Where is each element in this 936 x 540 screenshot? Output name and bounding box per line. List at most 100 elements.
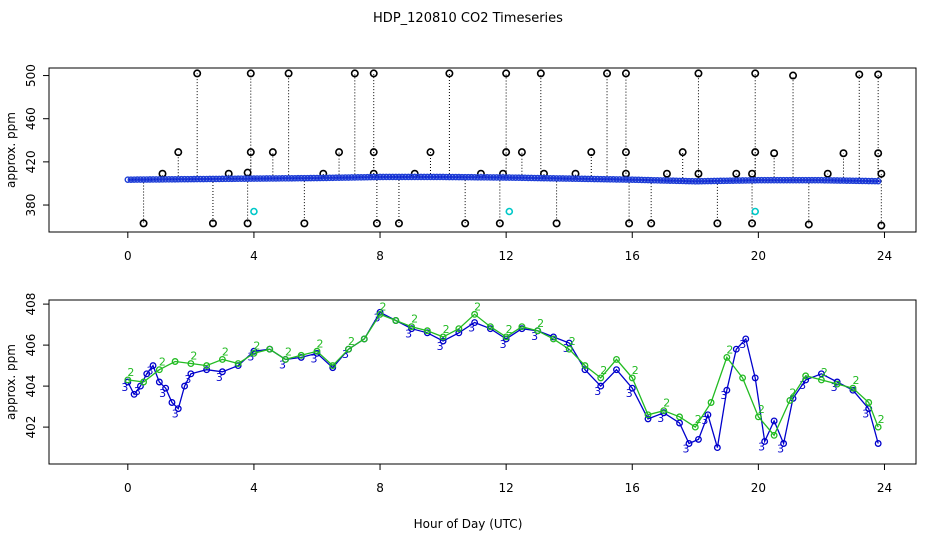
series-2-point	[534, 327, 542, 335]
baseline-point	[792, 176, 800, 184]
baseline-point	[594, 175, 601, 183]
baseline-point	[799, 176, 806, 184]
series-2-point	[691, 423, 699, 431]
baseline-point	[392, 173, 400, 181]
baseline-point	[238, 175, 245, 182]
baseline-point	[146, 176, 154, 183]
baseline-point	[291, 174, 299, 182]
baseline-point	[200, 175, 207, 183]
series-2-point	[203, 362, 211, 370]
baseline-point	[383, 173, 390, 181]
baseline-point	[531, 174, 538, 182]
baseline-point	[758, 176, 765, 184]
baseline-point	[720, 177, 727, 185]
spike-mid-point	[426, 148, 435, 157]
baseline-point	[837, 177, 844, 184]
baseline-point	[420, 173, 428, 181]
cyan-point	[250, 207, 258, 216]
baseline-point	[446, 173, 453, 181]
baseline-point	[512, 174, 519, 181]
series-2-point	[770, 431, 778, 439]
baseline-point	[704, 177, 712, 185]
series-2-point	[155, 366, 163, 374]
baseline-point	[187, 175, 195, 183]
baseline-point	[342, 174, 349, 181]
series-2-point	[502, 333, 510, 341]
top-plot-marks	[124, 69, 886, 230]
baseline-point	[442, 173, 450, 181]
baseline-point	[140, 176, 147, 183]
series-2-point	[360, 335, 368, 343]
series-3-point	[155, 378, 163, 386]
baseline-point	[165, 176, 173, 183]
spike-low-point	[139, 219, 148, 228]
baseline-point	[796, 176, 803, 184]
baseline-point	[755, 176, 762, 184]
series-3-label: 3	[531, 330, 538, 343]
baseline-point	[578, 175, 586, 183]
top-y-tick-label: 380	[24, 194, 38, 217]
baseline-point	[228, 175, 236, 183]
spike-mid-point	[517, 148, 526, 157]
series-3-point	[168, 399, 176, 406]
baseline-point	[159, 176, 166, 183]
baseline-point	[219, 175, 226, 183]
baseline-point	[682, 177, 690, 185]
top-x-tick-label: 4	[250, 249, 258, 263]
series-3-point	[143, 370, 151, 378]
baseline-point	[859, 177, 866, 185]
baseline-point	[247, 175, 255, 182]
spike-low-point	[877, 221, 886, 230]
baseline-point	[600, 175, 608, 183]
baseline-point	[288, 174, 296, 182]
spike-high-point	[874, 70, 883, 79]
series-2-point	[865, 399, 873, 406]
baseline-point	[505, 174, 513, 181]
spike-high-point	[246, 69, 255, 78]
baseline-point	[654, 177, 661, 184]
series-3-label: 3	[172, 408, 179, 421]
baseline-point	[692, 177, 699, 185]
series-3-point	[660, 409, 668, 417]
baseline-point	[156, 176, 163, 183]
spike-mid-point	[174, 148, 183, 157]
baseline-point	[723, 177, 731, 185]
baseline-point	[294, 174, 302, 182]
baseline-point	[821, 176, 828, 184]
series-2-point	[423, 327, 431, 335]
series-3-label: 3	[626, 387, 633, 400]
bottom-plot-frame	[48, 299, 917, 465]
baseline-point	[332, 174, 340, 182]
series-2-point	[234, 360, 242, 367]
top-y-axis-label: approx. ppm	[4, 112, 18, 188]
series-3-label: 3	[701, 414, 708, 427]
series-3-label: 3	[159, 387, 166, 400]
baseline-point	[408, 173, 415, 181]
baseline-point	[550, 175, 557, 182]
baseline-point	[436, 173, 444, 181]
series-2-label: 2	[600, 364, 607, 377]
baseline-point	[190, 175, 198, 183]
baseline-point	[591, 175, 598, 183]
top-x-axis: 0 4 8 12 16 20 24	[124, 231, 892, 263]
series-2-label: 2	[190, 350, 197, 363]
spike-high-point	[502, 69, 511, 78]
baseline-point	[556, 175, 564, 182]
spike-high-point	[603, 69, 612, 78]
series-2-label: 2	[758, 403, 765, 416]
series-2-point	[628, 374, 636, 382]
series-2-point	[676, 413, 683, 421]
baseline-point	[644, 176, 652, 184]
baseline-point	[676, 177, 683, 185]
series-3-point	[471, 319, 479, 326]
top-y-axis: 380 420 460 500	[24, 64, 50, 217]
baseline-point	[619, 176, 627, 183]
series-2-point	[329, 362, 337, 370]
baseline-point	[518, 174, 526, 182]
baseline-point	[777, 176, 784, 184]
series-3-point	[723, 386, 731, 394]
baseline-point	[241, 175, 248, 182]
spike-mid-point	[839, 149, 848, 158]
series-2-point	[392, 317, 400, 324]
